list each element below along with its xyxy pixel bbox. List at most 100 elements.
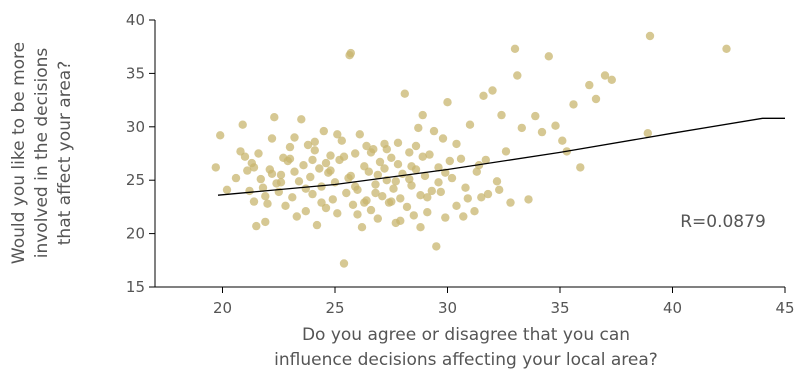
data-point — [481, 155, 490, 165]
data-point — [238, 120, 247, 129]
data-point — [411, 141, 421, 151]
y-axis-title-line-1: Would you like to be more — [9, 42, 29, 264]
data-point — [398, 169, 407, 178]
x-tick-label: 20 — [213, 299, 232, 317]
data-point — [517, 123, 526, 133]
data-point — [441, 213, 450, 222]
data-point — [308, 189, 317, 199]
data-point — [353, 210, 362, 219]
data-point — [465, 120, 475, 129]
data-point — [301, 184, 310, 193]
data-point — [240, 152, 250, 161]
data-point — [495, 185, 504, 194]
data-point — [308, 155, 317, 165]
data-point — [378, 192, 387, 201]
data-point — [407, 181, 416, 190]
data-point — [461, 183, 470, 192]
data-point — [299, 161, 308, 170]
data-point — [360, 198, 369, 207]
data-point — [292, 212, 301, 221]
data-point — [261, 217, 270, 227]
data-point — [416, 223, 425, 232]
y-tick-label: 25 — [126, 171, 145, 189]
data-point — [600, 71, 610, 80]
data-point — [645, 31, 655, 41]
data-point — [310, 137, 319, 146]
data-point — [351, 149, 360, 158]
data-point — [414, 123, 423, 133]
data-point — [312, 220, 322, 230]
y-axis-ticks: 15 20 25 30 35 40 — [126, 11, 155, 296]
data-point — [492, 177, 502, 186]
data-point — [301, 207, 310, 216]
data-point — [315, 164, 324, 173]
data-point — [405, 174, 414, 184]
data-point — [249, 197, 259, 206]
data-point — [445, 156, 454, 166]
data-point — [348, 200, 358, 209]
data-point — [297, 115, 306, 124]
data-point — [243, 166, 252, 175]
data-point — [279, 153, 288, 162]
y-tick-label: 20 — [126, 225, 145, 243]
data-point — [427, 186, 436, 196]
data-point — [285, 154, 295, 163]
correlation-annotation: R=0.0879 — [680, 212, 766, 232]
data-point — [396, 216, 405, 225]
data-point — [346, 48, 355, 58]
data-point — [317, 198, 326, 207]
data-point — [375, 157, 385, 167]
data-point — [447, 173, 457, 183]
data-point — [249, 163, 259, 172]
data-point — [387, 197, 396, 206]
data-point — [211, 163, 220, 172]
data-point — [418, 152, 427, 161]
data-point — [270, 113, 279, 122]
data-point — [585, 80, 594, 90]
data-point — [346, 171, 355, 181]
data-point — [339, 152, 349, 161]
data-point — [373, 170, 382, 180]
data-point — [537, 127, 547, 137]
data-point — [317, 182, 326, 191]
x-axis-ticks: 20 25 30 35 40 45 — [213, 287, 794, 317]
data-point — [416, 191, 425, 200]
data-point — [391, 177, 400, 186]
data-point — [400, 89, 409, 98]
data-point — [382, 145, 391, 154]
data-point — [393, 138, 403, 147]
data-point — [405, 148, 414, 157]
data-point — [488, 86, 497, 95]
data-point — [420, 171, 430, 181]
data-point — [326, 166, 335, 175]
data-point — [261, 192, 270, 201]
data-point — [434, 178, 443, 187]
data-point — [216, 131, 225, 140]
y-tick-label: 30 — [126, 118, 145, 136]
data-point — [418, 110, 427, 120]
x-tick-label: 35 — [550, 299, 569, 317]
data-point — [258, 183, 268, 192]
data-point — [351, 182, 360, 191]
data-point — [722, 44, 731, 53]
data-point — [497, 110, 506, 120]
y-tick-label: 35 — [126, 64, 145, 82]
data-point — [222, 185, 232, 194]
data-point — [443, 98, 452, 107]
data-point — [456, 154, 466, 163]
x-axis-title-line-2: influence decisions affecting your local… — [274, 350, 658, 370]
trend-line — [217, 117, 785, 196]
data-point — [452, 201, 461, 210]
data-point — [576, 163, 585, 172]
data-point — [591, 94, 601, 104]
data-point — [267, 134, 277, 143]
data-point — [429, 126, 439, 136]
data-point — [290, 167, 299, 176]
data-point — [423, 193, 432, 202]
data-point — [524, 195, 533, 204]
y-axis-title-line-2: involved in the decisions — [32, 48, 52, 259]
data-point — [328, 195, 337, 204]
data-point — [371, 188, 380, 198]
data-point — [337, 136, 346, 145]
data-point — [387, 153, 396, 162]
